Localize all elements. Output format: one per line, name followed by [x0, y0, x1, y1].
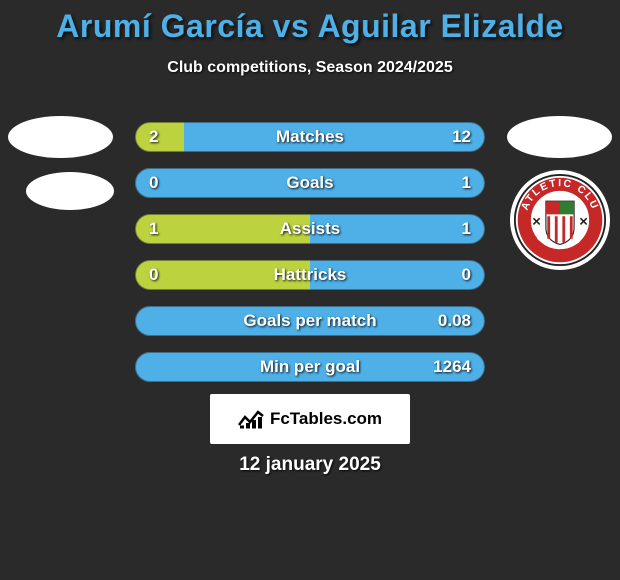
club-badge: ATLETIC CLU BILBAO ✕ ✕ [510, 170, 610, 270]
stat-label: Goals per match [135, 306, 485, 336]
fctables-logo-icon [238, 409, 264, 429]
stat-bars-container: 212Matches 01Goals 11Assists 00Hattricks 0.0… [135, 122, 485, 398]
player1-photo-placeholder [8, 116, 113, 158]
athletic-bilbao-crest-icon: ATLETIC CLU BILBAO ✕ ✕ [513, 173, 607, 267]
stat-label: Assists [135, 214, 485, 244]
stat-label: Hattricks [135, 260, 485, 290]
stat-bar: 212Matches [135, 122, 485, 152]
stat-bar: 01Goals [135, 168, 485, 198]
player1-photo-placeholder-2 [26, 172, 114, 210]
fctables-label: FcTables.com [270, 409, 382, 429]
page-title: Arumí García vs Aguilar Elizalde [0, 0, 620, 45]
fctables-watermark: FcTables.com [210, 394, 410, 444]
stat-bar: 1264Min per goal [135, 352, 485, 382]
stat-label: Matches [135, 122, 485, 152]
svg-text:✕: ✕ [532, 217, 541, 229]
comparison-infographic: Arumí García vs Aguilar Elizalde Club co… [0, 0, 620, 580]
stat-bar: 00Hattricks [135, 260, 485, 290]
season-subtitle: Club competitions, Season 2024/2025 [0, 59, 620, 77]
svg-text:✕: ✕ [579, 217, 588, 229]
stat-label: Goals [135, 168, 485, 198]
stat-bar: 11Assists [135, 214, 485, 244]
player2-photo-placeholder [507, 116, 612, 158]
stat-label: Min per goal [135, 352, 485, 382]
stat-bar: 0.08Goals per match [135, 306, 485, 336]
snapshot-date: 12 january 2025 [0, 454, 620, 476]
